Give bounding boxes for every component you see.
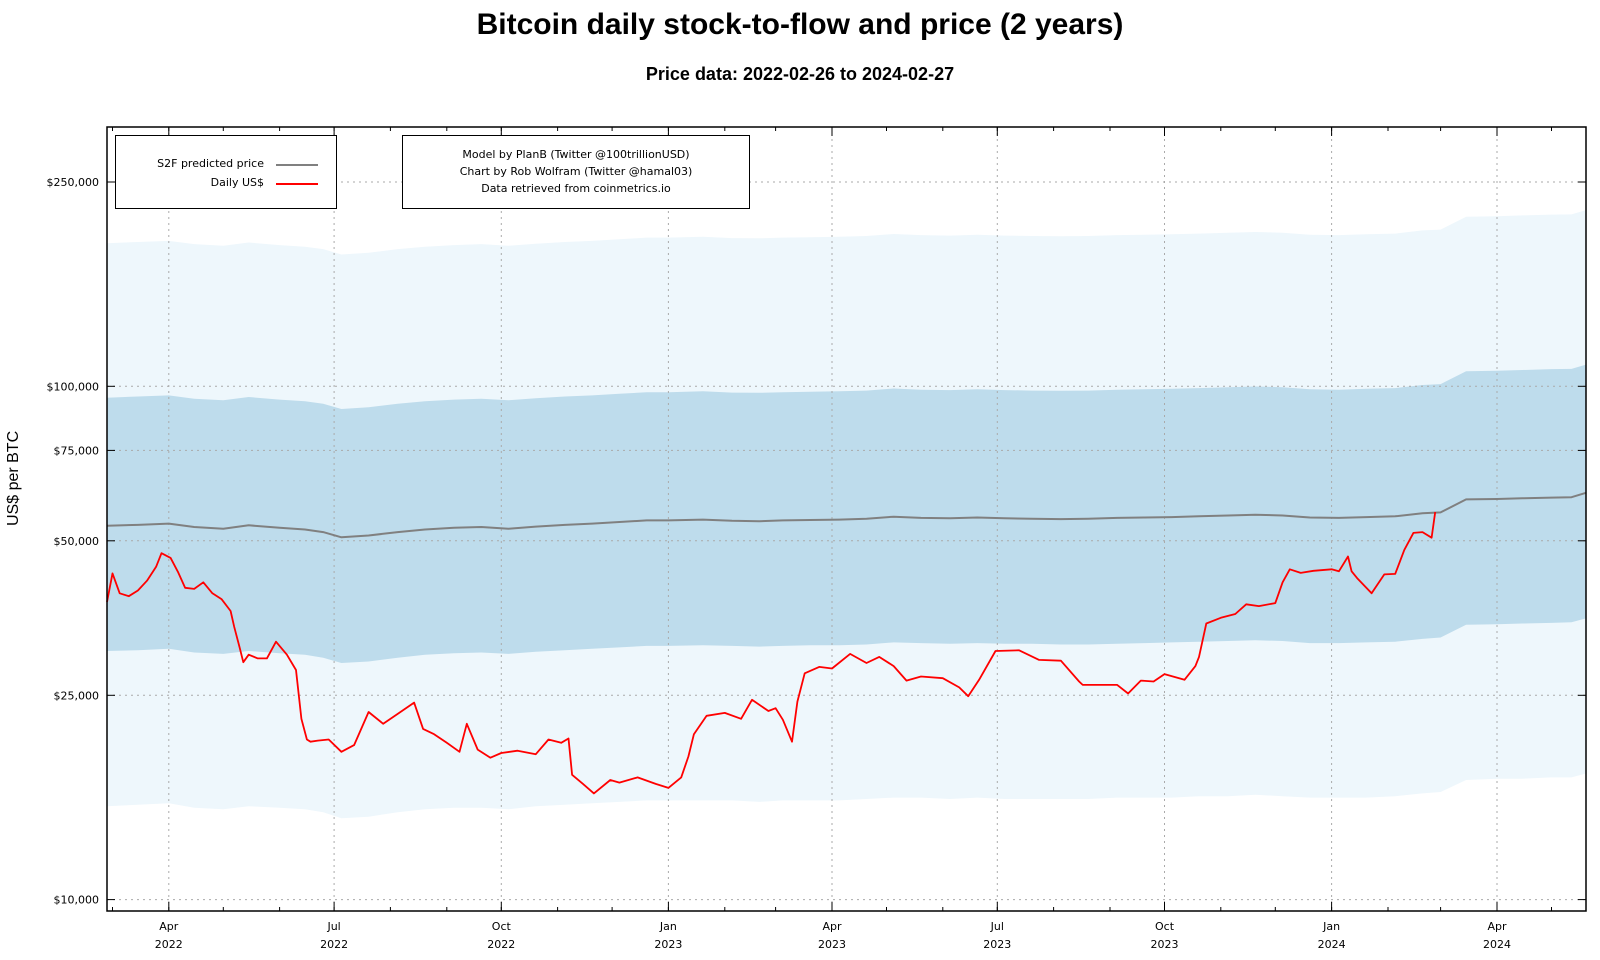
x-tick-label-year: 2022 [155, 938, 183, 951]
x-tick-label-year: 2024 [1483, 938, 1511, 951]
series-s2f-line [106, 491, 1587, 539]
legend-swatch-s2f [276, 164, 318, 166]
legend-item-s2f: S2F predicted price [116, 157, 326, 173]
x-tick-label-month: Jan [1322, 920, 1340, 933]
y-tick-label: $250,000 [47, 176, 100, 189]
x-tick-label-year: 2023 [818, 938, 846, 951]
x-tick-label-month: Jul [990, 920, 1004, 933]
x-tick-label-month: Oct [1155, 920, 1175, 933]
chart-subtitle: Price data: 2022-02-26 to 2024-02-27 [645, 64, 955, 84]
y-tick-label: $50,000 [54, 535, 100, 548]
y-tick-label: $10,000 [54, 894, 100, 907]
x-tick-label-year: 2022 [487, 938, 515, 951]
x-tick-label-month: Oct [492, 920, 512, 933]
y-tick-label: $75,000 [54, 444, 100, 457]
plot-frame [106, 126, 1587, 912]
y-tick-label: $100,000 [47, 380, 100, 393]
x-tick-label-month: Apr [1487, 920, 1507, 933]
legend-item-price: Daily US$ [116, 176, 326, 192]
series-layer [106, 491, 1587, 795]
ticks-layer [107, 127, 1586, 911]
legend-label-s2f: S2F predicted price [157, 157, 264, 170]
credit-chart: Chart by Rob Wolfram (Twitter @hamal03) [459, 165, 693, 178]
legend-label-price: Daily US$ [210, 176, 264, 189]
legend: S2F predicted price Daily US$ [115, 135, 337, 209]
x-tick-label-month: Apr [822, 920, 842, 933]
x-tick-label-year: 2023 [1151, 938, 1179, 951]
credit-model: Model by PlanB (Twitter @100trillionUSD) [462, 148, 690, 161]
credit-data: Data retrieved from coinmetrics.io [481, 182, 671, 195]
series-price-line [106, 511, 1437, 795]
x-tick-label-year: 2024 [1318, 938, 1346, 951]
bands-layer [107, 210, 1586, 819]
credits-box: Model by PlanB (Twitter @100trillionUSD)… [402, 135, 750, 209]
y-tick-label: $25,000 [54, 689, 100, 702]
x-tick-label-month: Apr [159, 920, 179, 933]
band-inner [107, 364, 1586, 663]
tick-labels-layer: $10,000 $25,000 $50,000 $75,000 $100,000 $250… [47, 176, 1512, 951]
x-tick-label-month: Jul [326, 920, 340, 933]
x-tick-label-year: 2022 [320, 938, 348, 951]
chart-title: Bitcoin daily stock-to-flow and price (2… [476, 8, 1124, 41]
x-tick-label-year: 2023 [983, 938, 1011, 951]
legend-swatch-price [276, 183, 318, 185]
x-tick-label-year: 2023 [654, 938, 682, 951]
x-tick-label-month: Jan [659, 920, 677, 933]
